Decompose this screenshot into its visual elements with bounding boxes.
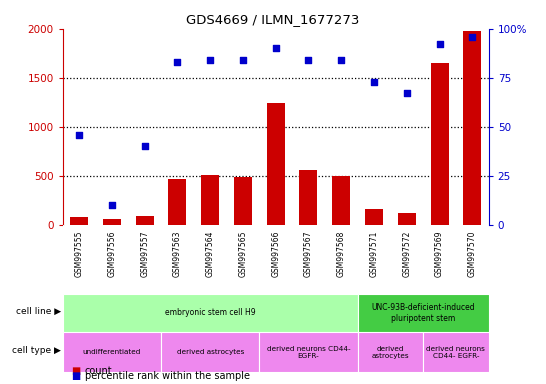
- Bar: [423, 332, 489, 372]
- Text: GSM997570: GSM997570: [468, 230, 477, 276]
- Text: derived neurons CD44-
EGFR-: derived neurons CD44- EGFR-: [266, 346, 351, 359]
- Point: [304, 57, 313, 63]
- Text: GSM997571: GSM997571: [370, 230, 378, 276]
- Point: [337, 57, 346, 63]
- Text: embryonic stem cell H9: embryonic stem cell H9: [165, 308, 256, 318]
- Point: [239, 57, 247, 63]
- Text: GSM997556: GSM997556: [108, 230, 116, 276]
- Bar: [332, 176, 351, 225]
- Bar: [136, 216, 154, 225]
- Bar: [63, 294, 358, 332]
- Point: [75, 131, 84, 137]
- Point: [468, 33, 477, 40]
- Text: count: count: [85, 366, 112, 376]
- Bar: [103, 219, 121, 225]
- Bar: [201, 175, 219, 225]
- Point: [271, 45, 280, 51]
- Text: undifferentiated: undifferentiated: [83, 349, 141, 355]
- Bar: [63, 332, 161, 372]
- Text: ■: ■: [71, 371, 80, 381]
- Text: cell type ▶: cell type ▶: [12, 346, 61, 355]
- Text: GSM997555: GSM997555: [75, 230, 84, 276]
- Point: [140, 143, 149, 149]
- Bar: [299, 170, 317, 225]
- Bar: [266, 103, 285, 225]
- Text: GDS4669 / ILMN_1677273: GDS4669 / ILMN_1677273: [186, 13, 360, 26]
- Bar: [358, 294, 489, 332]
- Text: GSM997563: GSM997563: [173, 230, 182, 276]
- Point: [402, 90, 411, 96]
- Text: GSM997569: GSM997569: [435, 230, 444, 276]
- Point: [206, 57, 215, 63]
- Bar: [463, 31, 482, 225]
- Text: GSM997572: GSM997572: [402, 230, 411, 276]
- Text: derived neurons
CD44- EGFR-: derived neurons CD44- EGFR-: [426, 346, 485, 359]
- Text: GSM997557: GSM997557: [140, 230, 149, 276]
- Text: GSM997564: GSM997564: [206, 230, 215, 276]
- Bar: [430, 63, 449, 225]
- Bar: [168, 179, 187, 225]
- Text: GSM997568: GSM997568: [337, 230, 346, 276]
- Text: cell line ▶: cell line ▶: [16, 306, 61, 316]
- Text: UNC-93B-deficient-induced
pluripotent stem: UNC-93B-deficient-induced pluripotent st…: [371, 303, 475, 323]
- Bar: [234, 177, 252, 225]
- Text: GSM997566: GSM997566: [271, 230, 280, 276]
- Text: GSM997567: GSM997567: [304, 230, 313, 276]
- Bar: [70, 217, 88, 225]
- Bar: [259, 332, 358, 372]
- Bar: [365, 209, 383, 225]
- Text: percentile rank within the sample: percentile rank within the sample: [85, 371, 250, 381]
- Text: ■: ■: [71, 366, 80, 376]
- Bar: [358, 332, 423, 372]
- Text: derived
astrocytes: derived astrocytes: [372, 346, 409, 359]
- Text: derived astrocytes: derived astrocytes: [176, 349, 244, 355]
- Point: [108, 202, 116, 208]
- Bar: [397, 213, 416, 225]
- Bar: [161, 332, 259, 372]
- Point: [435, 41, 444, 48]
- Text: GSM997565: GSM997565: [239, 230, 247, 276]
- Point: [370, 79, 378, 85]
- Point: [173, 59, 182, 65]
